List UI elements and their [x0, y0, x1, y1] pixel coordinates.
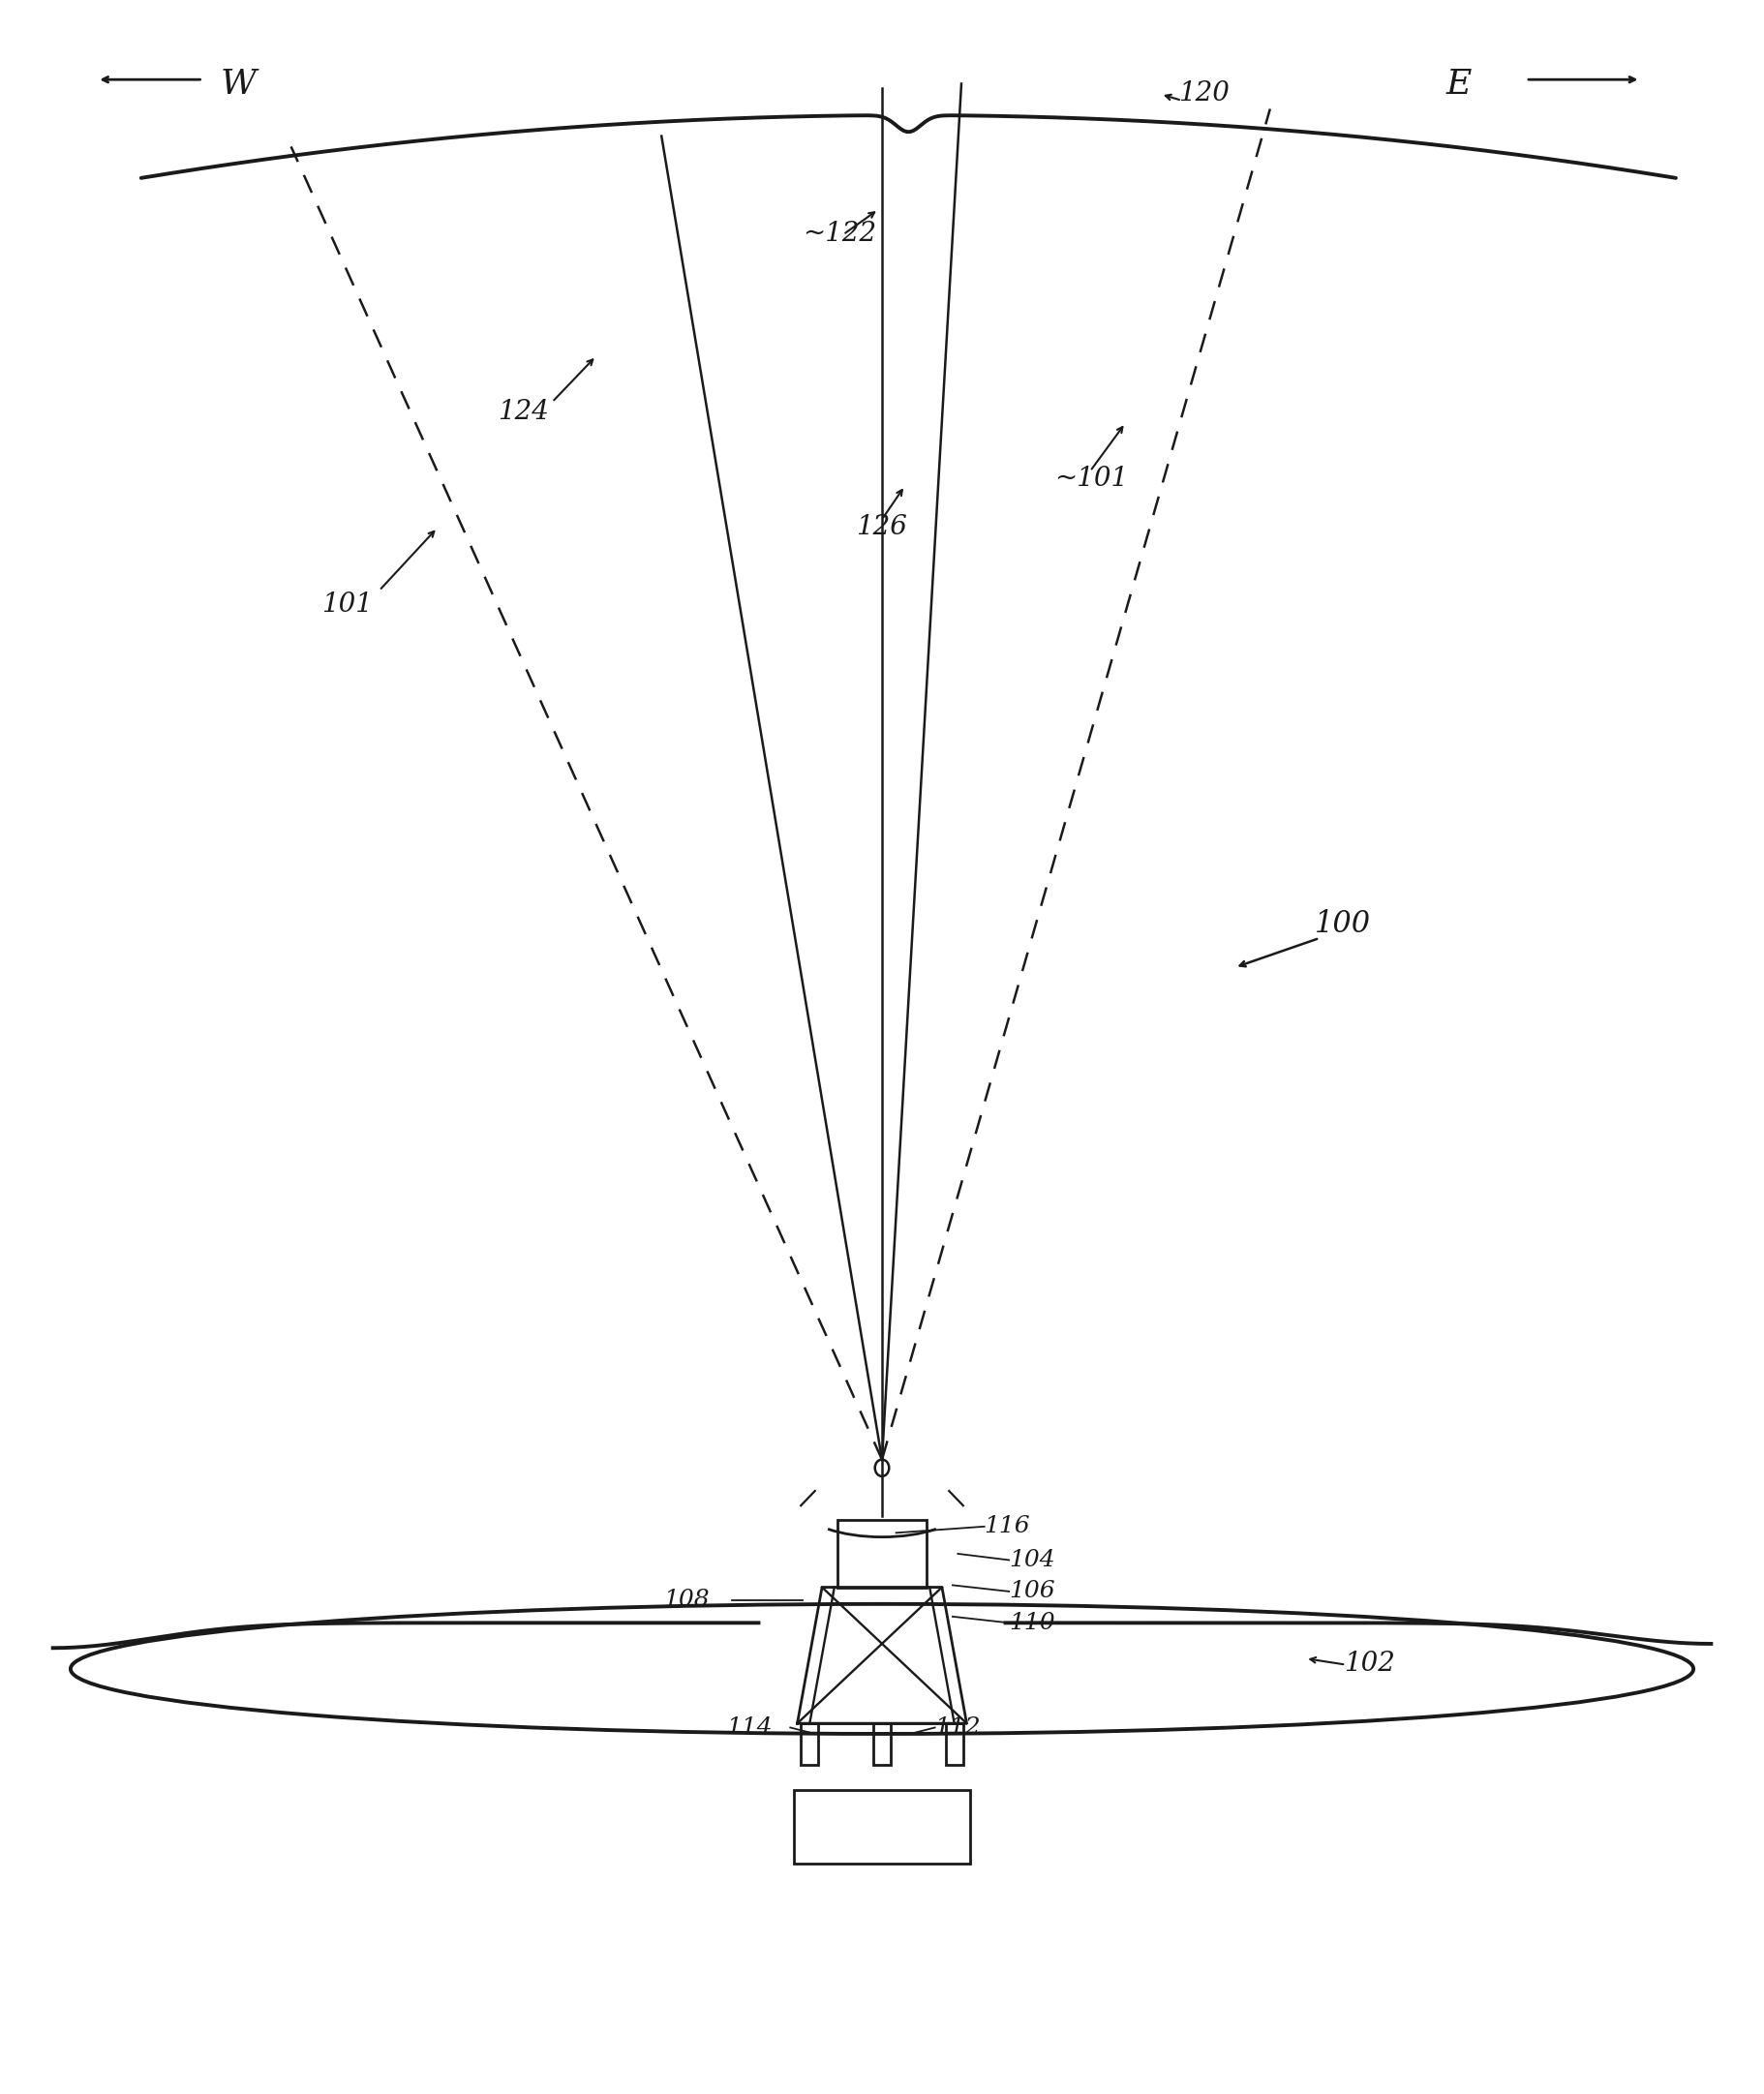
Text: 110: 110 — [1009, 1612, 1055, 1633]
Text: ~101: ~101 — [1055, 465, 1129, 492]
Text: 116: 116 — [984, 1516, 1030, 1537]
Text: 106: 106 — [1009, 1581, 1055, 1602]
Text: E: E — [1446, 67, 1471, 101]
Text: 126: 126 — [856, 513, 907, 540]
Text: 120: 120 — [1178, 80, 1230, 107]
Text: 100: 100 — [1314, 909, 1371, 938]
Text: 112: 112 — [935, 1717, 981, 1738]
Text: 124: 124 — [497, 398, 549, 425]
Bar — [838, 1520, 926, 1587]
Bar — [946, 1723, 963, 1765]
Bar — [873, 1723, 891, 1765]
Text: 102: 102 — [1344, 1650, 1395, 1677]
Text: 104: 104 — [1009, 1550, 1055, 1570]
Text: 108: 108 — [663, 1589, 709, 1610]
Text: 114: 114 — [727, 1717, 773, 1738]
Bar — [794, 1790, 970, 1864]
Text: 101: 101 — [321, 591, 372, 618]
Bar — [801, 1723, 818, 1765]
Text: W: W — [220, 67, 256, 101]
Text: ~122: ~122 — [803, 220, 877, 247]
